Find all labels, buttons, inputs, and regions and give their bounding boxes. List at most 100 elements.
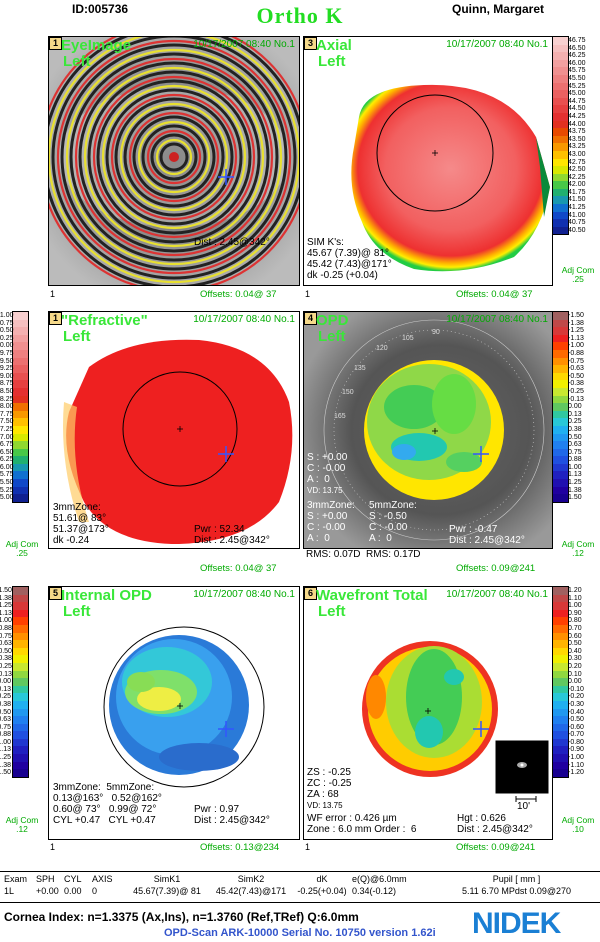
scale-label: 42.50 [568,166,586,174]
scale-swatch [13,693,28,701]
scale-swatch [553,166,568,174]
scale-swatch [13,441,28,449]
scale-swatch [13,609,28,618]
offsets-label: Offsets: 0.09@241 [456,842,536,853]
panel-number: 5 [49,587,62,600]
placido-ring-dark [150,133,198,181]
nidek-logo: NIDEK [472,907,563,937]
zone5-s: S : -0.50 [369,511,407,522]
scale-swatch [553,647,568,656]
scale-swatch [13,602,28,610]
scale-swatch [553,372,568,381]
zone-dk: dk -0.24 [53,535,90,546]
scale-swatch [13,418,28,426]
scale-label: 46.50 [568,44,586,52]
placido-ring-dark [105,88,243,226]
scale-swatch [13,372,28,381]
scale-label: -1.38 [0,594,12,602]
scale-label: 41.50 [568,196,586,204]
col-header: SimK2 [237,874,265,884]
scale-label: -0.25 [0,662,12,670]
panel-eye: Left [63,53,91,70]
placido-ring [74,57,274,257]
scale-label: 47.50 [0,418,14,426]
scale-swatch [13,769,28,777]
scale-label: 46.25 [568,52,586,60]
col-header: CYL [64,874,82,884]
scale-label: -0.50 [0,647,12,655]
scale-label: 0.40 [568,647,582,655]
scale-label: 0.10 [568,670,582,678]
scale-label: 0.90 [568,609,582,617]
panel-title: OPD [316,312,349,329]
zone3-s: S : +0.00 [307,511,348,522]
zone-k2: 51.37@173° [53,524,109,535]
col-header: Pupil [ mm ] [492,874,541,884]
scale-swatch [13,594,28,603]
scale-label: 0.38 [0,700,11,708]
opd-map: 90 105 120 135 150 165 [304,312,552,548]
scale-label: -1.00 [568,754,584,762]
scale-swatch [553,105,568,113]
zone5-a: A : 0 [369,533,392,544]
col-header: e(Q)@6.0mm [352,874,407,884]
scale-swatch [553,433,568,442]
scale-swatch [13,479,28,487]
placido-ring [49,37,299,284]
cell: 0.34(-0.12) [352,886,397,896]
scale-label: 0.80 [568,617,582,625]
scale-swatch [13,716,28,724]
scale-swatch [553,327,568,335]
scale-label: 41.75 [568,188,586,196]
protractor-label: 135 [354,365,366,372]
placido-ring-dark [60,43,288,271]
panel-axial[interactable]: 3 Axial Left 10/17/2007 08:40 No.1 SIM K… [303,36,553,286]
scale-label: 0.75 [0,723,11,731]
scale-swatch [553,441,568,449]
scale-label: 1.25 [568,479,582,487]
cell: +0.00 [36,886,59,896]
scale-swatch [553,349,568,358]
scale-label: 0.50 [568,640,582,648]
scale-label: 1.00 [568,463,582,471]
panel-date: 10/17/2007 08:40 No.1 [193,39,295,50]
measurement-table: Exam SPH CYL AXIS SimK1 SimK2 dK e(Q)@6.… [0,873,600,897]
scale-label: 42.00 [568,181,586,189]
scale-label: 45.25 [568,82,586,90]
zone3-title: 3mmZone: [307,500,355,511]
scale-swatch [553,640,568,648]
zone-header: 3mmZone: 5mmZone: [53,782,155,793]
cell: -0.25(+0.04) [297,886,347,896]
panel-eye-image[interactable]: 1 EyeImage Left 10/17/2007 08:40 No.1 Di… [48,36,300,286]
scale-swatch [553,486,568,495]
scale-label: 46.75 [0,441,14,449]
opd-vd: VD: 13.75 [307,486,343,495]
panel-opd[interactable]: 90 105 120 135 150 165 4 OPD Left 10/17/… [303,311,553,549]
scale-labels: -1.50-1.38-1.25-1.13-1.00-0.88-0.75-0.63… [0,587,12,777]
zone5-c: C : -0.00 [369,522,408,533]
scale-swatch [13,425,28,434]
scale-label: 1.38 [0,761,11,769]
scale-label: 46.75 [568,37,586,44]
placido-ring-dark [69,52,279,262]
scale-swatch [13,486,28,495]
panel-internal-opd[interactable]: 5 Internal OPD Left 10/17/2007 08:40 No.… [48,586,300,840]
scale-swatch [13,746,28,755]
scale-swatch [13,380,28,388]
panel-wavefront-total[interactable]: 6 Wavefront Total Left 10/17/2007 08:40 … [303,586,553,840]
placido-ring-dark [78,61,270,253]
scale-label: 48.75 [0,380,14,388]
vd: VD: 13.75 [307,801,343,810]
scale-swatch [553,120,568,129]
scale-label: -0.38 [0,655,12,663]
panel-index: 1 [305,289,311,299]
color-scale-internal-opd [12,586,29,778]
wf-error: WF error : 0.426 µm [307,813,397,824]
scale-label: 49.50 [0,357,14,365]
scale-label: 44.75 [568,97,586,105]
scale-swatch [553,463,568,472]
scale-label: 44.25 [568,112,586,120]
panel-number: 1 [49,37,62,50]
panel-refractive[interactable]: 1 "Refractive" Left 10/17/2007 08:40 No.… [48,311,300,549]
zone-order: Zone : 6.0 mm Order : 6 [307,824,417,835]
